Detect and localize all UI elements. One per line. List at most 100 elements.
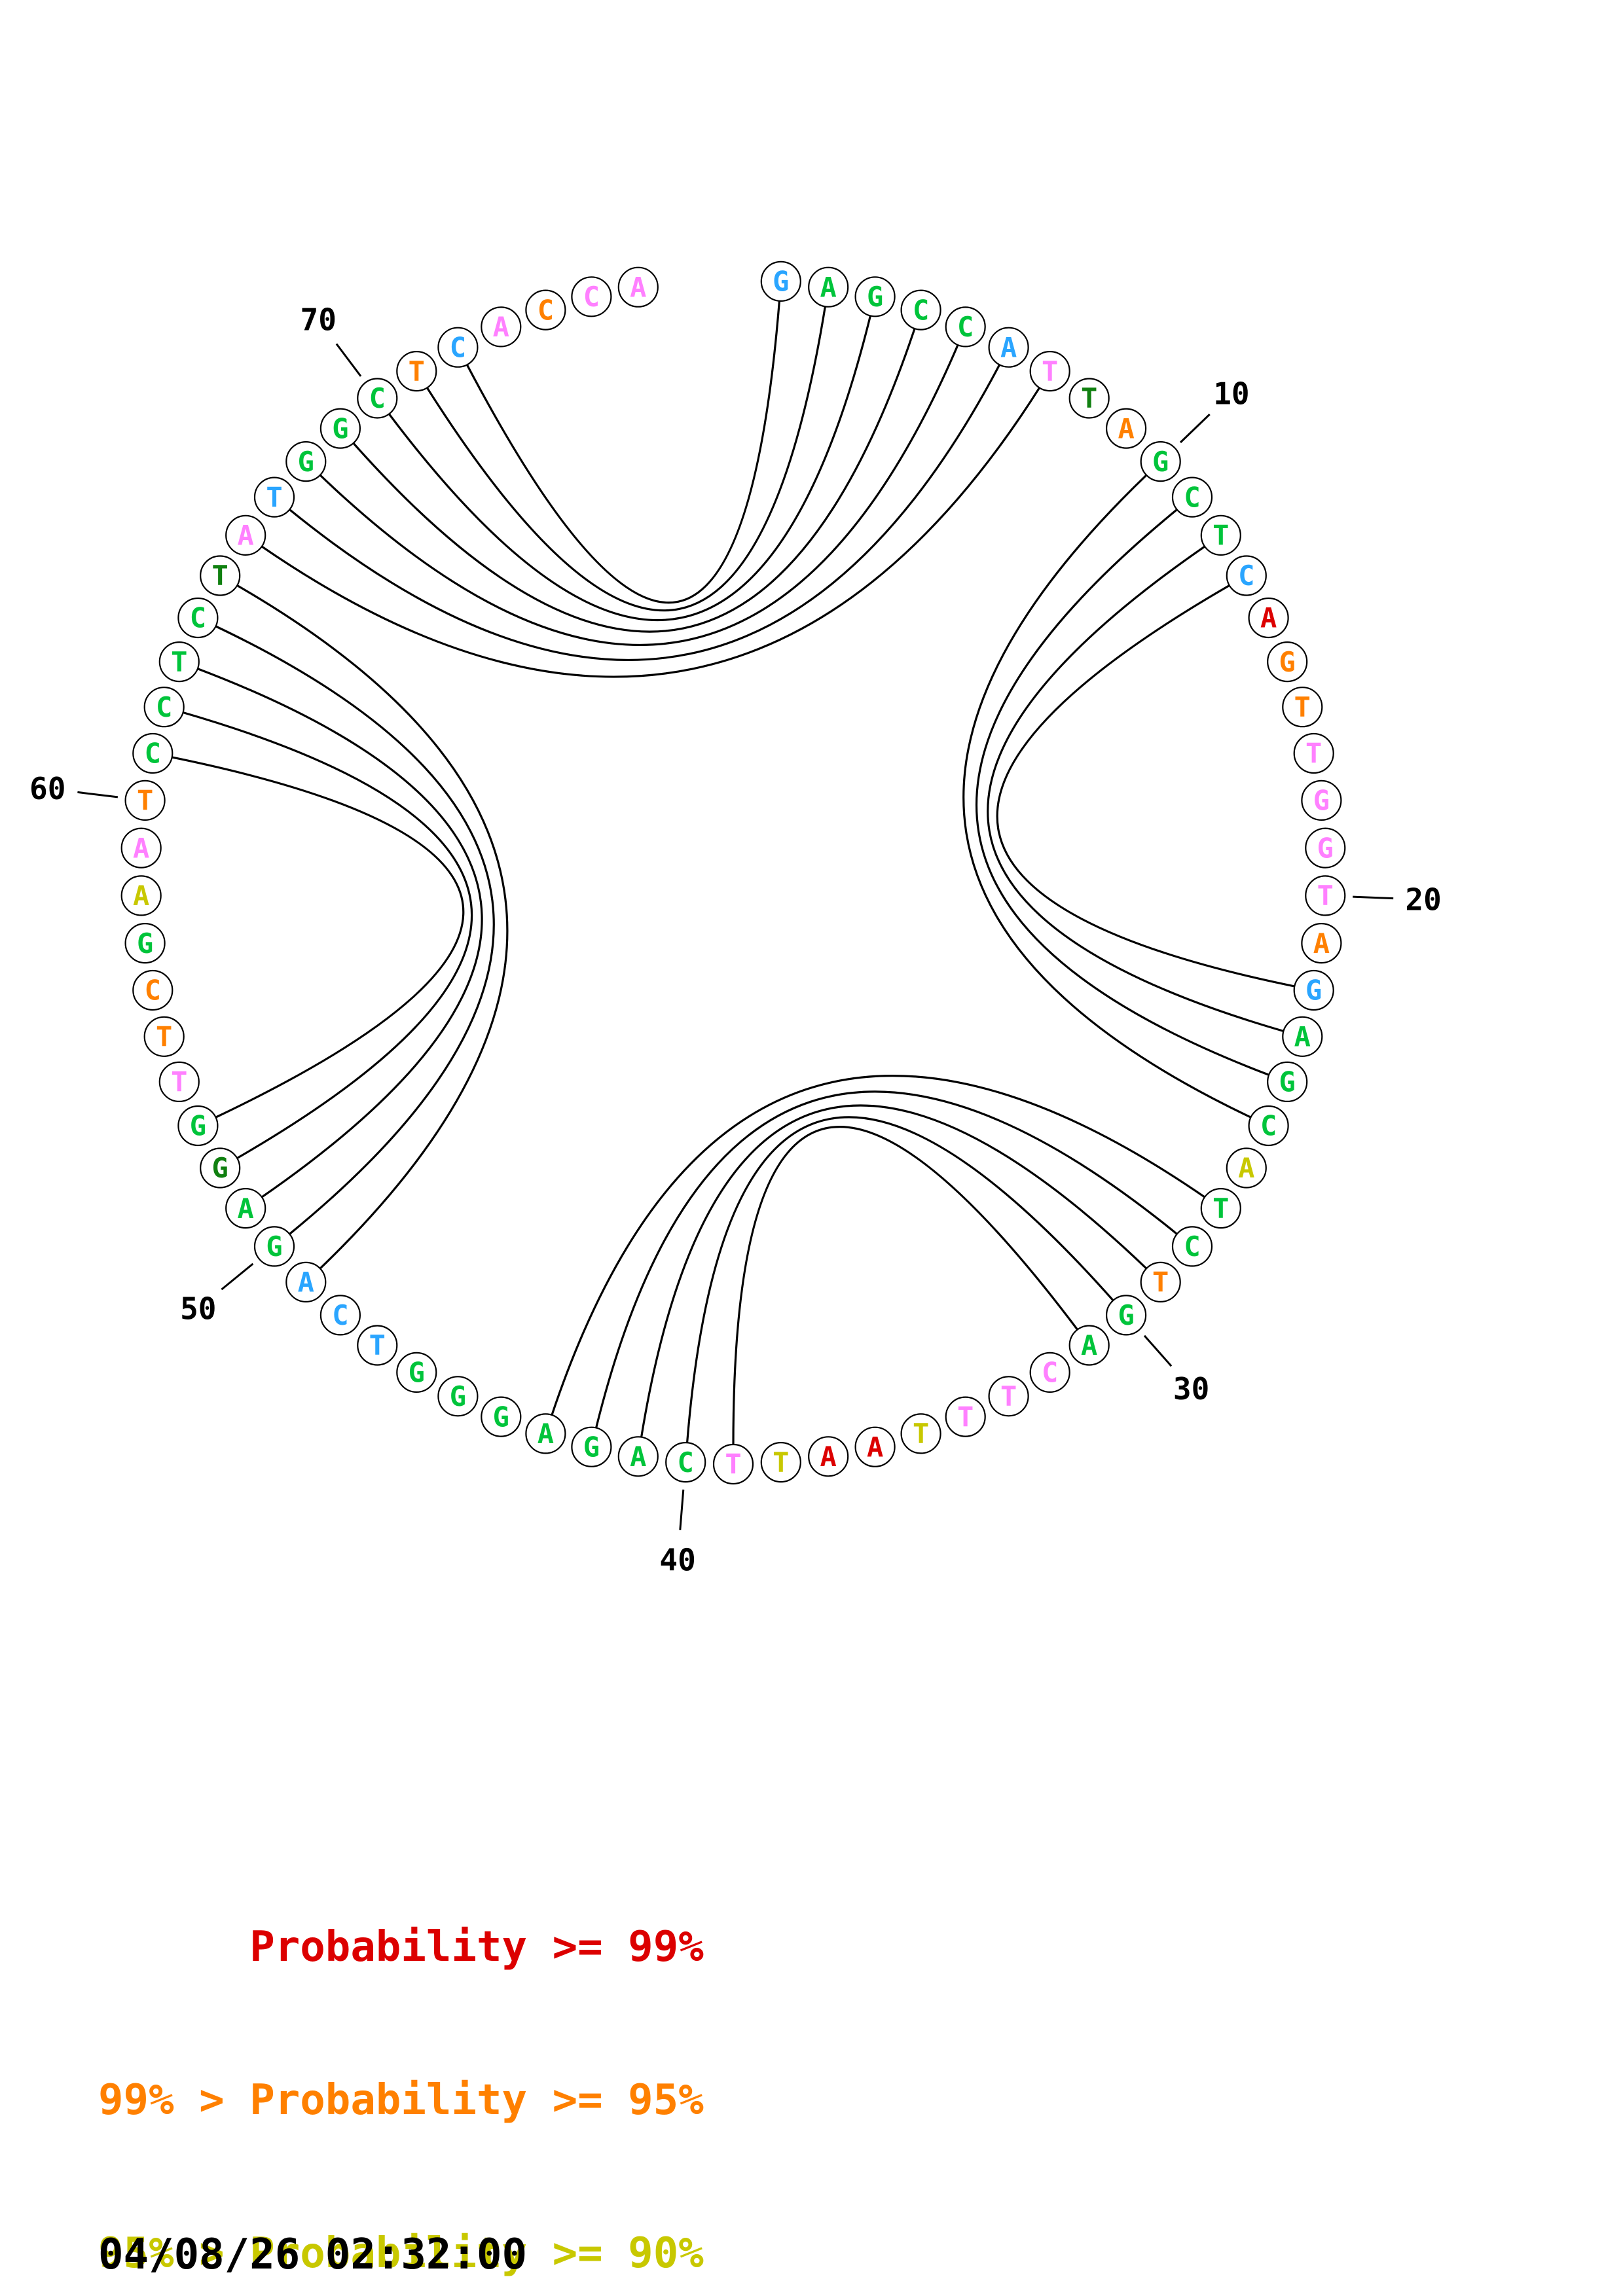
pair-arc — [550, 1075, 1207, 1417]
sequence-base: C — [1184, 481, 1200, 513]
sequence-base: T — [1317, 880, 1334, 912]
base-circle — [481, 1396, 522, 1437]
sequence-base: A — [1294, 1021, 1311, 1053]
base-circle — [357, 378, 398, 419]
base-circle — [1140, 1261, 1181, 1303]
base-circle — [808, 1436, 849, 1477]
sequence-base: C — [145, 975, 161, 1007]
pair-arc — [260, 386, 1042, 678]
sequence-base: T — [1213, 1193, 1229, 1225]
base-circle — [253, 1226, 295, 1267]
sequence-base: C — [190, 602, 206, 634]
position-tick-label: 30 — [1173, 1371, 1209, 1407]
position-tick — [221, 1263, 254, 1291]
pair-arc — [732, 1126, 1080, 1446]
position-tick-label: 10 — [1213, 376, 1249, 411]
sequence-base: T — [1213, 520, 1229, 552]
base-circle — [124, 922, 166, 964]
sequence-base: T — [725, 1448, 741, 1480]
base-circle — [143, 687, 185, 728]
base-circle — [1226, 555, 1267, 596]
pair-arc — [594, 1090, 1179, 1429]
pair-arc — [214, 624, 495, 1236]
timestamp: 04/08/26 02:32:00 — [98, 2231, 528, 2279]
sequence-base: G — [1279, 646, 1296, 678]
position-tick — [679, 1489, 685, 1530]
base-circle — [285, 440, 327, 482]
position-tick-label: 60 — [29, 771, 65, 806]
sequence-base: G — [212, 1152, 228, 1184]
base-circle — [900, 289, 941, 331]
sequence-base: A — [630, 1441, 646, 1473]
sequence-base: C — [145, 738, 161, 770]
base-circle — [1267, 1061, 1308, 1103]
base-circle — [481, 306, 522, 348]
base-circle — [225, 1187, 266, 1229]
base-circle — [854, 276, 896, 317]
position-tick — [1179, 413, 1211, 444]
pair-arc — [235, 584, 509, 1270]
sequence-base: A — [298, 1266, 314, 1299]
position-tick — [1353, 895, 1394, 900]
sequence-base: A — [133, 832, 149, 864]
sequence-base: A — [630, 271, 646, 303]
sequence-base: G — [450, 1380, 466, 1412]
base-circle — [120, 875, 162, 916]
sequence-base: C — [1238, 560, 1254, 592]
base-circle — [132, 969, 173, 1011]
base-circle — [124, 780, 166, 821]
base-circle — [1226, 1147, 1267, 1189]
sequence-base: G — [493, 1401, 509, 1433]
base-circle — [1301, 780, 1342, 821]
sequence-base: T — [1152, 1266, 1169, 1299]
sequence-base: A — [538, 1418, 554, 1450]
base-circle — [988, 327, 1029, 368]
circle-plot: G A G CCATTAGCTCAGTTGGTAGAGCATCTGACTTTAATTC… — [29, 260, 1442, 1578]
sequence-base: G — [1118, 1299, 1134, 1331]
pair-arc — [181, 711, 473, 1160]
pair-arc — [352, 327, 917, 633]
legend-line-p99: Probability >= 99% — [98, 1923, 704, 1971]
sequence-base: G — [1317, 832, 1334, 864]
sequence-base: T — [409, 355, 425, 387]
sequence-base: A — [238, 1193, 254, 1225]
sequence-base: T — [1000, 1380, 1017, 1412]
base-circle — [143, 1016, 185, 1057]
pair-arc — [996, 584, 1296, 988]
sequence-base: T — [212, 560, 228, 592]
position-tick — [1143, 1335, 1173, 1367]
base-circle — [712, 1443, 754, 1485]
base-circle — [945, 306, 986, 348]
sequence-base: A — [238, 520, 254, 552]
base-circle — [525, 289, 566, 331]
position-tick-label: 20 — [1405, 882, 1441, 918]
base-circle — [988, 1376, 1029, 1417]
base-circle — [158, 641, 200, 683]
position-tick-label: 50 — [180, 1291, 216, 1326]
base-circle — [437, 327, 479, 368]
legend-line-p95: 99% > Probability >= 95% — [98, 2076, 704, 2125]
sequence-base: C — [678, 1446, 694, 1479]
sequence-base: T — [1305, 738, 1322, 770]
sequence-base: A — [1238, 1152, 1254, 1184]
sequence-base: T — [1081, 382, 1097, 414]
base-circle — [1029, 1352, 1070, 1393]
sequence-base: T — [266, 481, 282, 513]
sequence-base: G — [867, 281, 883, 313]
base-circle — [1248, 597, 1289, 639]
pair-arc — [976, 508, 1271, 1077]
sequence-base: T — [369, 1329, 386, 1361]
sequence-base: A — [820, 271, 837, 303]
base-circle — [571, 1426, 612, 1467]
pair-arc — [287, 363, 1002, 661]
base-circle — [760, 1442, 801, 1483]
base-circle — [200, 555, 241, 596]
sequence-base: C — [369, 382, 386, 414]
sequence-base: A — [820, 1441, 837, 1473]
probability-legend: Probability >= 99% 99% > Probability >= … — [98, 1820, 704, 2296]
sequence-base: C — [1184, 1230, 1200, 1263]
sequence-base: G — [1152, 446, 1169, 478]
sequence-base: G — [190, 1110, 206, 1142]
base-circle — [1105, 408, 1147, 449]
